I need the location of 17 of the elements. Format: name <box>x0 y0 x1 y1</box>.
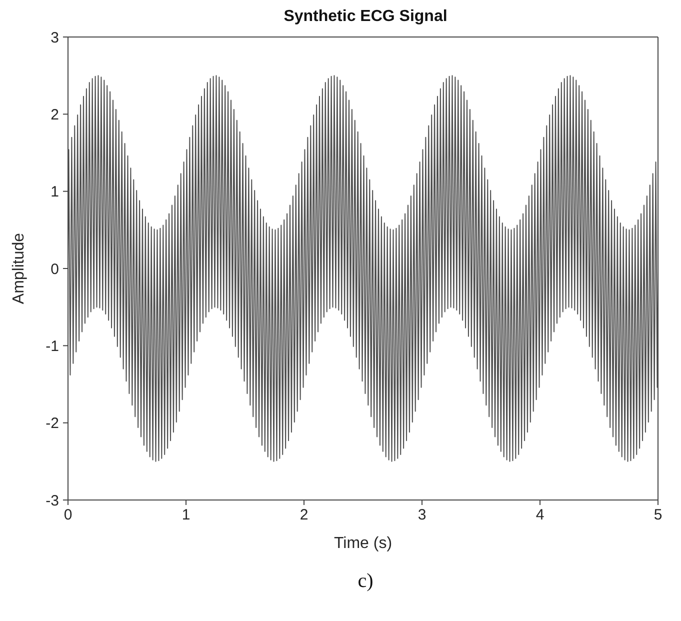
x-tick-label: 2 <box>300 506 308 524</box>
y-tick-label: -3 <box>46 492 59 510</box>
chart-title: Synthetic ECG Signal <box>282 8 448 27</box>
x-tick-label: 0 <box>64 506 72 524</box>
y-tick-label: -1 <box>46 338 59 355</box>
x-axis-title: Time (s) <box>334 535 392 552</box>
y-tick-label: -2 <box>46 415 59 432</box>
y-axis-title: Amplitude <box>10 232 28 304</box>
y-tick-label: 2 <box>50 106 59 124</box>
y-tick-label: 1 <box>50 184 59 201</box>
y-tick-label: 0 <box>50 260 59 278</box>
x-tick-label: 5 <box>654 506 662 524</box>
text: c) <box>356 570 374 593</box>
x-tick-label: 3 <box>418 506 426 524</box>
x-tick-label: 1 <box>182 506 190 524</box>
x-tick-label: 4 <box>536 506 544 524</box>
y-tick-label: 3 <box>50 29 59 46</box>
